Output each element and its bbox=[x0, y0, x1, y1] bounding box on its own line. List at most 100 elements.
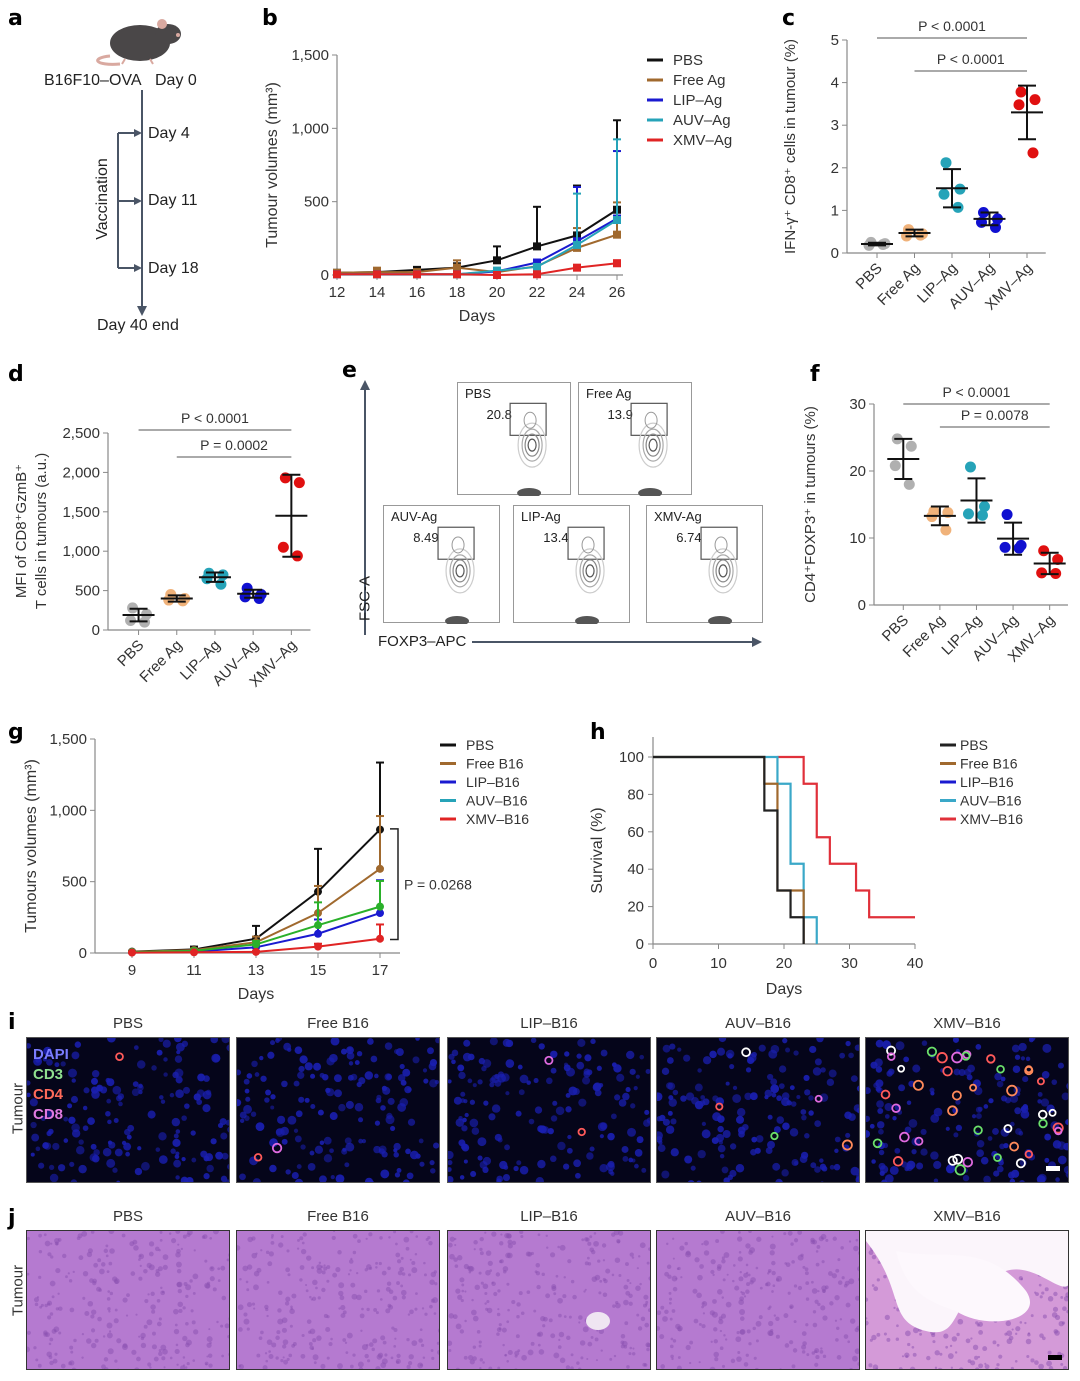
nucleus bbox=[628, 1157, 634, 1163]
nucleus bbox=[345, 1100, 354, 1109]
immune-cell bbox=[969, 1083, 978, 1092]
cell bbox=[984, 1362, 987, 1365]
cell bbox=[502, 1343, 505, 1347]
data-point bbox=[241, 582, 253, 594]
y-tick-label: 3 bbox=[831, 117, 839, 134]
cell bbox=[35, 1358, 39, 1362]
x-tick-label: Free Ag bbox=[136, 637, 185, 686]
cell bbox=[69, 1345, 74, 1350]
immune-cell bbox=[1048, 1108, 1057, 1117]
cell bbox=[162, 1254, 169, 1261]
cell bbox=[496, 1312, 501, 1317]
cell bbox=[620, 1344, 625, 1349]
nucleus bbox=[519, 1165, 529, 1175]
nucleus bbox=[563, 1062, 569, 1067]
nucleus bbox=[83, 1087, 90, 1094]
nucleus bbox=[717, 1144, 726, 1153]
fsc-axis-label: FSC-A bbox=[356, 576, 374, 621]
nucleus bbox=[285, 1169, 291, 1175]
mouse-icon bbox=[96, 19, 181, 66]
immune-cell bbox=[1015, 1158, 1026, 1169]
cell bbox=[909, 1366, 916, 1369]
nucleus bbox=[643, 1119, 650, 1127]
nucleus bbox=[193, 1093, 201, 1101]
cell bbox=[820, 1347, 823, 1350]
cell bbox=[266, 1280, 270, 1284]
cell bbox=[50, 1255, 54, 1259]
cell bbox=[473, 1248, 476, 1251]
nucleus bbox=[534, 1106, 543, 1114]
nucleus bbox=[781, 1169, 789, 1177]
nucleus bbox=[583, 1068, 590, 1075]
cell bbox=[787, 1231, 793, 1236]
cell bbox=[814, 1299, 819, 1304]
cell bbox=[122, 1297, 128, 1303]
cell bbox=[33, 1297, 39, 1303]
micrograph-texture bbox=[866, 1038, 1068, 1182]
cell bbox=[282, 1339, 289, 1345]
y-tick-label: 2 bbox=[831, 160, 839, 177]
y-tick-label: 500 bbox=[62, 874, 87, 891]
x-tick-label: 14 bbox=[369, 284, 386, 301]
cell bbox=[101, 1262, 106, 1267]
cell bbox=[720, 1313, 726, 1319]
legend-label: XMV–B16 bbox=[466, 811, 529, 827]
cell bbox=[206, 1336, 213, 1343]
nucleus bbox=[1055, 1177, 1060, 1182]
cell bbox=[359, 1313, 365, 1319]
nucleus bbox=[971, 1114, 977, 1119]
cell bbox=[1038, 1363, 1044, 1369]
cell bbox=[484, 1291, 488, 1295]
nucleus bbox=[808, 1095, 814, 1101]
nucleus bbox=[78, 1139, 84, 1145]
cell bbox=[738, 1276, 744, 1282]
cell bbox=[146, 1262, 152, 1268]
nucleus bbox=[497, 1137, 503, 1143]
nucleus bbox=[71, 1078, 76, 1083]
micrograph-texture bbox=[866, 1231, 1068, 1369]
nucleus bbox=[211, 1053, 221, 1063]
nucleus bbox=[991, 1150, 998, 1158]
cell bbox=[550, 1333, 556, 1339]
nucleus bbox=[338, 1103, 346, 1112]
cell bbox=[660, 1364, 666, 1369]
flow-plot-title: LIP-Ag bbox=[521, 509, 561, 524]
cell bbox=[710, 1340, 713, 1343]
panel-label-c: c bbox=[782, 6, 796, 31]
x-tick-label: 11 bbox=[186, 962, 202, 979]
nucleus bbox=[407, 1087, 412, 1092]
cell bbox=[468, 1270, 472, 1274]
cell bbox=[792, 1348, 798, 1353]
nucleus bbox=[49, 1173, 59, 1182]
cell bbox=[464, 1290, 467, 1293]
cell bbox=[455, 1288, 461, 1294]
nucleus bbox=[27, 1092, 31, 1098]
cell bbox=[108, 1231, 115, 1235]
cell bbox=[350, 1369, 353, 1370]
x-tick-label: 18 bbox=[449, 284, 466, 301]
cell bbox=[51, 1328, 57, 1334]
cell bbox=[265, 1359, 269, 1363]
cell bbox=[755, 1266, 759, 1270]
cell bbox=[306, 1255, 312, 1261]
cell bbox=[1053, 1291, 1058, 1297]
contour-plot bbox=[567, 526, 605, 624]
data-point bbox=[215, 578, 227, 590]
nucleus bbox=[1009, 1094, 1019, 1103]
cell bbox=[323, 1266, 328, 1271]
cell bbox=[873, 1286, 879, 1292]
nucleus bbox=[82, 1105, 88, 1111]
nucleus bbox=[814, 1166, 821, 1173]
nucleus bbox=[483, 1100, 489, 1106]
cell bbox=[549, 1252, 556, 1258]
cell bbox=[326, 1356, 330, 1360]
nucleus bbox=[210, 1138, 217, 1145]
cell bbox=[895, 1337, 900, 1341]
cell bbox=[1053, 1329, 1059, 1334]
nucleus bbox=[470, 1170, 477, 1177]
cell bbox=[114, 1359, 118, 1363]
nucleus bbox=[221, 1152, 229, 1160]
cell bbox=[69, 1360, 75, 1366]
nucleus bbox=[106, 1098, 112, 1104]
x-tick-label: 26 bbox=[609, 284, 626, 301]
